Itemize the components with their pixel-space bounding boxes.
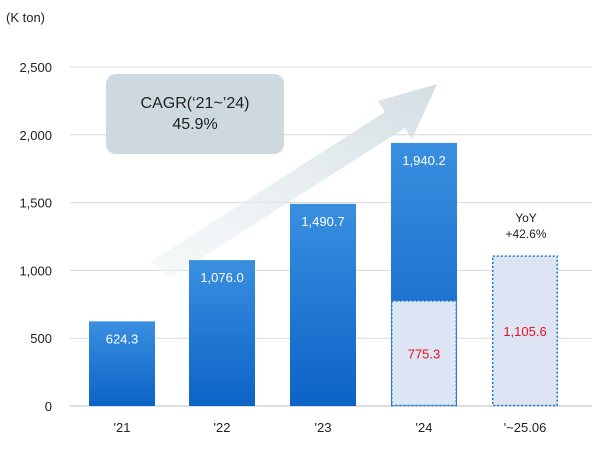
x-tick-label: '23 (315, 420, 332, 435)
cagr-callout: CAGR(‘21~’24) 45.9% (106, 74, 284, 154)
x-tick-label: '~25.06 (504, 420, 547, 435)
x-tick-label: '21 (114, 420, 131, 435)
h1-value-label: 1,105.6 (503, 324, 546, 339)
h1-bar (492, 255, 558, 407)
y-tick-label: 2,000 (19, 128, 52, 143)
unit-label: (K ton) (6, 10, 45, 25)
y-tick-label: 1,000 (19, 263, 52, 278)
y-axis-ticks: 0 500 1,000 1,500 2,000 2,500 (19, 60, 52, 414)
x-axis-labels: '21 '22 '23 '24 '~25.06 (114, 420, 547, 435)
bar (290, 203, 356, 406)
growth-arrow (150, 84, 437, 278)
cagr-title: CAGR(‘21~’24) (141, 95, 250, 112)
bar-value-label: 624.3 (106, 331, 139, 346)
bar-value-label: 1,940.2 (402, 153, 445, 168)
x-tick-label: '22 (214, 420, 231, 435)
y-tick-label: 500 (30, 331, 52, 346)
h1-bar (391, 300, 457, 407)
yoy-label: YoY (515, 211, 537, 225)
bar (89, 321, 155, 406)
bar-value-label: 1,490.7 (301, 214, 344, 229)
cagr-value: 45.9% (172, 116, 217, 133)
bar-value-label: 1,076.0 (200, 270, 243, 285)
yoy-annotation: YoY +42.6% (505, 211, 546, 241)
y-tick-label: 2,500 (19, 60, 52, 75)
y-tick-label: 1,500 (19, 196, 52, 211)
cagr-box (106, 74, 284, 154)
x-tick-label: '24 (416, 420, 433, 435)
bar (189, 260, 255, 406)
bar-labels: 624.3 1,076.0 1,490.7 1,940.2 775.3 1,105.6 (106, 153, 547, 362)
bars (89, 142, 558, 407)
h1-value-label: 775.3 (408, 346, 441, 361)
y-tick-label: 0 (45, 399, 52, 414)
yoy-value: +42.6% (505, 227, 546, 241)
